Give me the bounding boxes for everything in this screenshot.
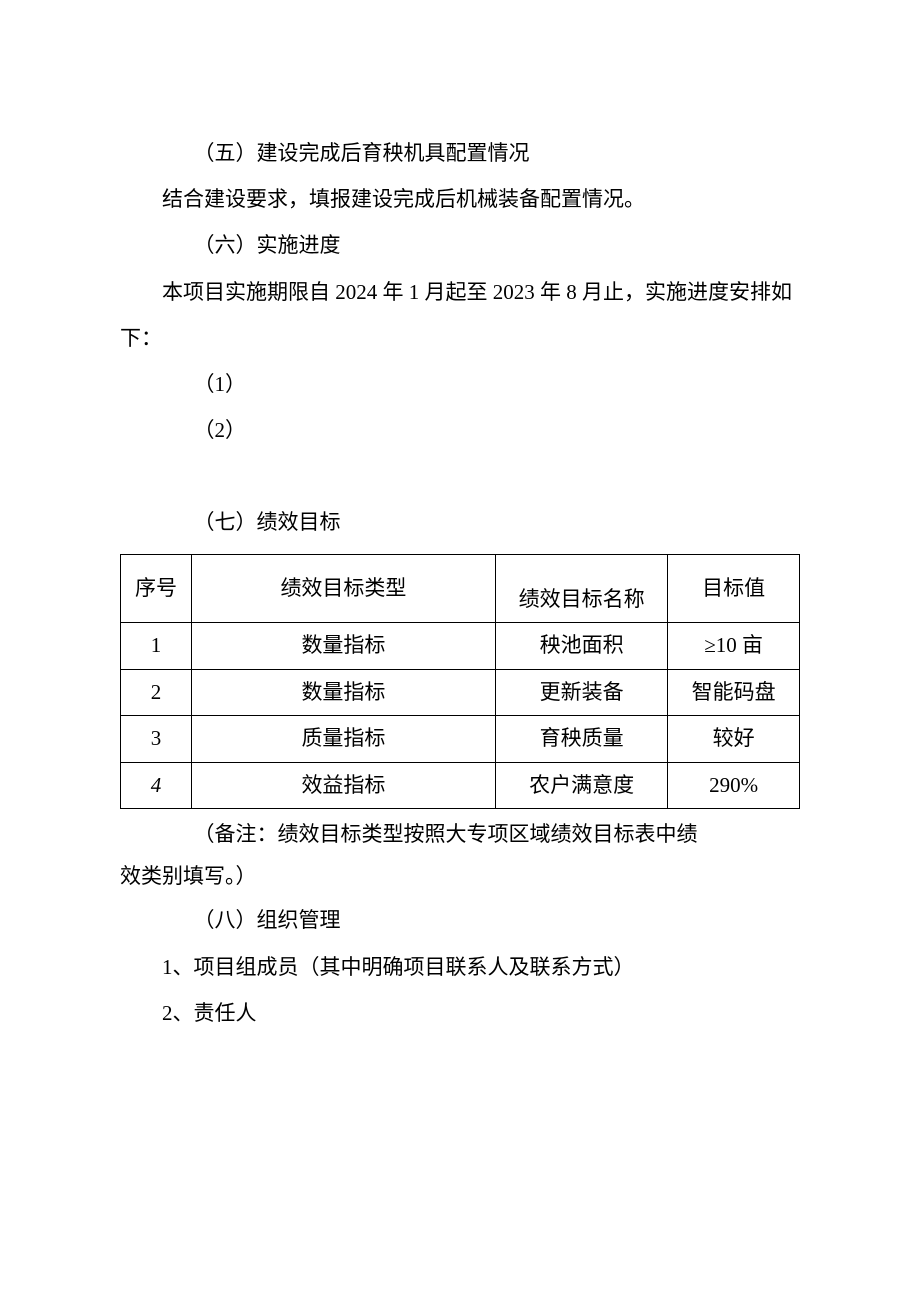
section-5-body: 结合建设要求，填报建设完成后机械装备配置情况。 bbox=[120, 176, 800, 222]
section-6-body: 本项目实施期限自 2024 年 1 月起至 2023 年 8 月止，实施进度安排… bbox=[120, 269, 800, 361]
cell-val: ≥10 亩 bbox=[668, 623, 800, 670]
section-6-item-2: （2） bbox=[120, 407, 800, 453]
cell-name: 育秧质量 bbox=[495, 716, 667, 763]
cell-seq: 3 bbox=[121, 716, 192, 763]
section-6-item-1: （1） bbox=[120, 361, 800, 407]
cell-type: 数量指标 bbox=[191, 669, 495, 716]
table-row: 1 数量指标 秧池面积 ≥10 亩 bbox=[121, 623, 800, 670]
col-header-seq: 序号 bbox=[121, 554, 192, 623]
document-content: （五）建设完成后育秧机具配置情况 结合建设要求，填报建设完成后机械装备配置情况。… bbox=[120, 130, 800, 1036]
cell-seq: 2 bbox=[121, 669, 192, 716]
performance-table: 序号 绩效目标类型 绩效目标名称 目标值 1 数量指标 秧池面积 ≥10 亩 2… bbox=[120, 554, 800, 810]
col-header-type: 绩效目标类型 bbox=[191, 554, 495, 623]
table-header-row: 序号 绩效目标类型 绩效目标名称 目标值 bbox=[121, 554, 800, 623]
table-note-line1: （备注：绩效目标类型按照大专项区域绩效目标表中绩 bbox=[120, 813, 800, 855]
section-8-item-2: 2、责任人 bbox=[120, 990, 800, 1036]
cell-type: 质量指标 bbox=[191, 716, 495, 763]
cell-val: 智能码盘 bbox=[668, 669, 800, 716]
cell-name: 更新装备 bbox=[495, 669, 667, 716]
table-note-line2: 效类别填写。） bbox=[120, 855, 800, 897]
section-8-item-1: 1、项目组成员（其中明确项目联系人及联系方式） bbox=[120, 944, 800, 990]
cell-name: 秧池面积 bbox=[495, 623, 667, 670]
section-8-heading: （八）组织管理 bbox=[120, 897, 800, 943]
table-row: 2 数量指标 更新装备 智能码盘 bbox=[121, 669, 800, 716]
col-header-val: 目标值 bbox=[668, 554, 800, 623]
cell-val: 较好 bbox=[668, 716, 800, 763]
cell-seq: 4 bbox=[121, 762, 192, 809]
table-row: 4 效益指标 农户满意度 290% bbox=[121, 762, 800, 809]
section-5-heading: （五）建设完成后育秧机具配置情况 bbox=[120, 130, 800, 176]
cell-seq: 1 bbox=[121, 623, 192, 670]
section-7-heading: （七）绩效目标 bbox=[120, 499, 800, 545]
section-6-heading: （六）实施进度 bbox=[120, 222, 800, 268]
cell-name: 农户满意度 bbox=[495, 762, 667, 809]
cell-type: 数量指标 bbox=[191, 623, 495, 670]
table-row: 3 质量指标 育秧质量 较好 bbox=[121, 716, 800, 763]
spacer bbox=[120, 453, 800, 499]
cell-type: 效益指标 bbox=[191, 762, 495, 809]
col-header-name: 绩效目标名称 bbox=[495, 554, 667, 623]
cell-val: 290% bbox=[668, 762, 800, 809]
